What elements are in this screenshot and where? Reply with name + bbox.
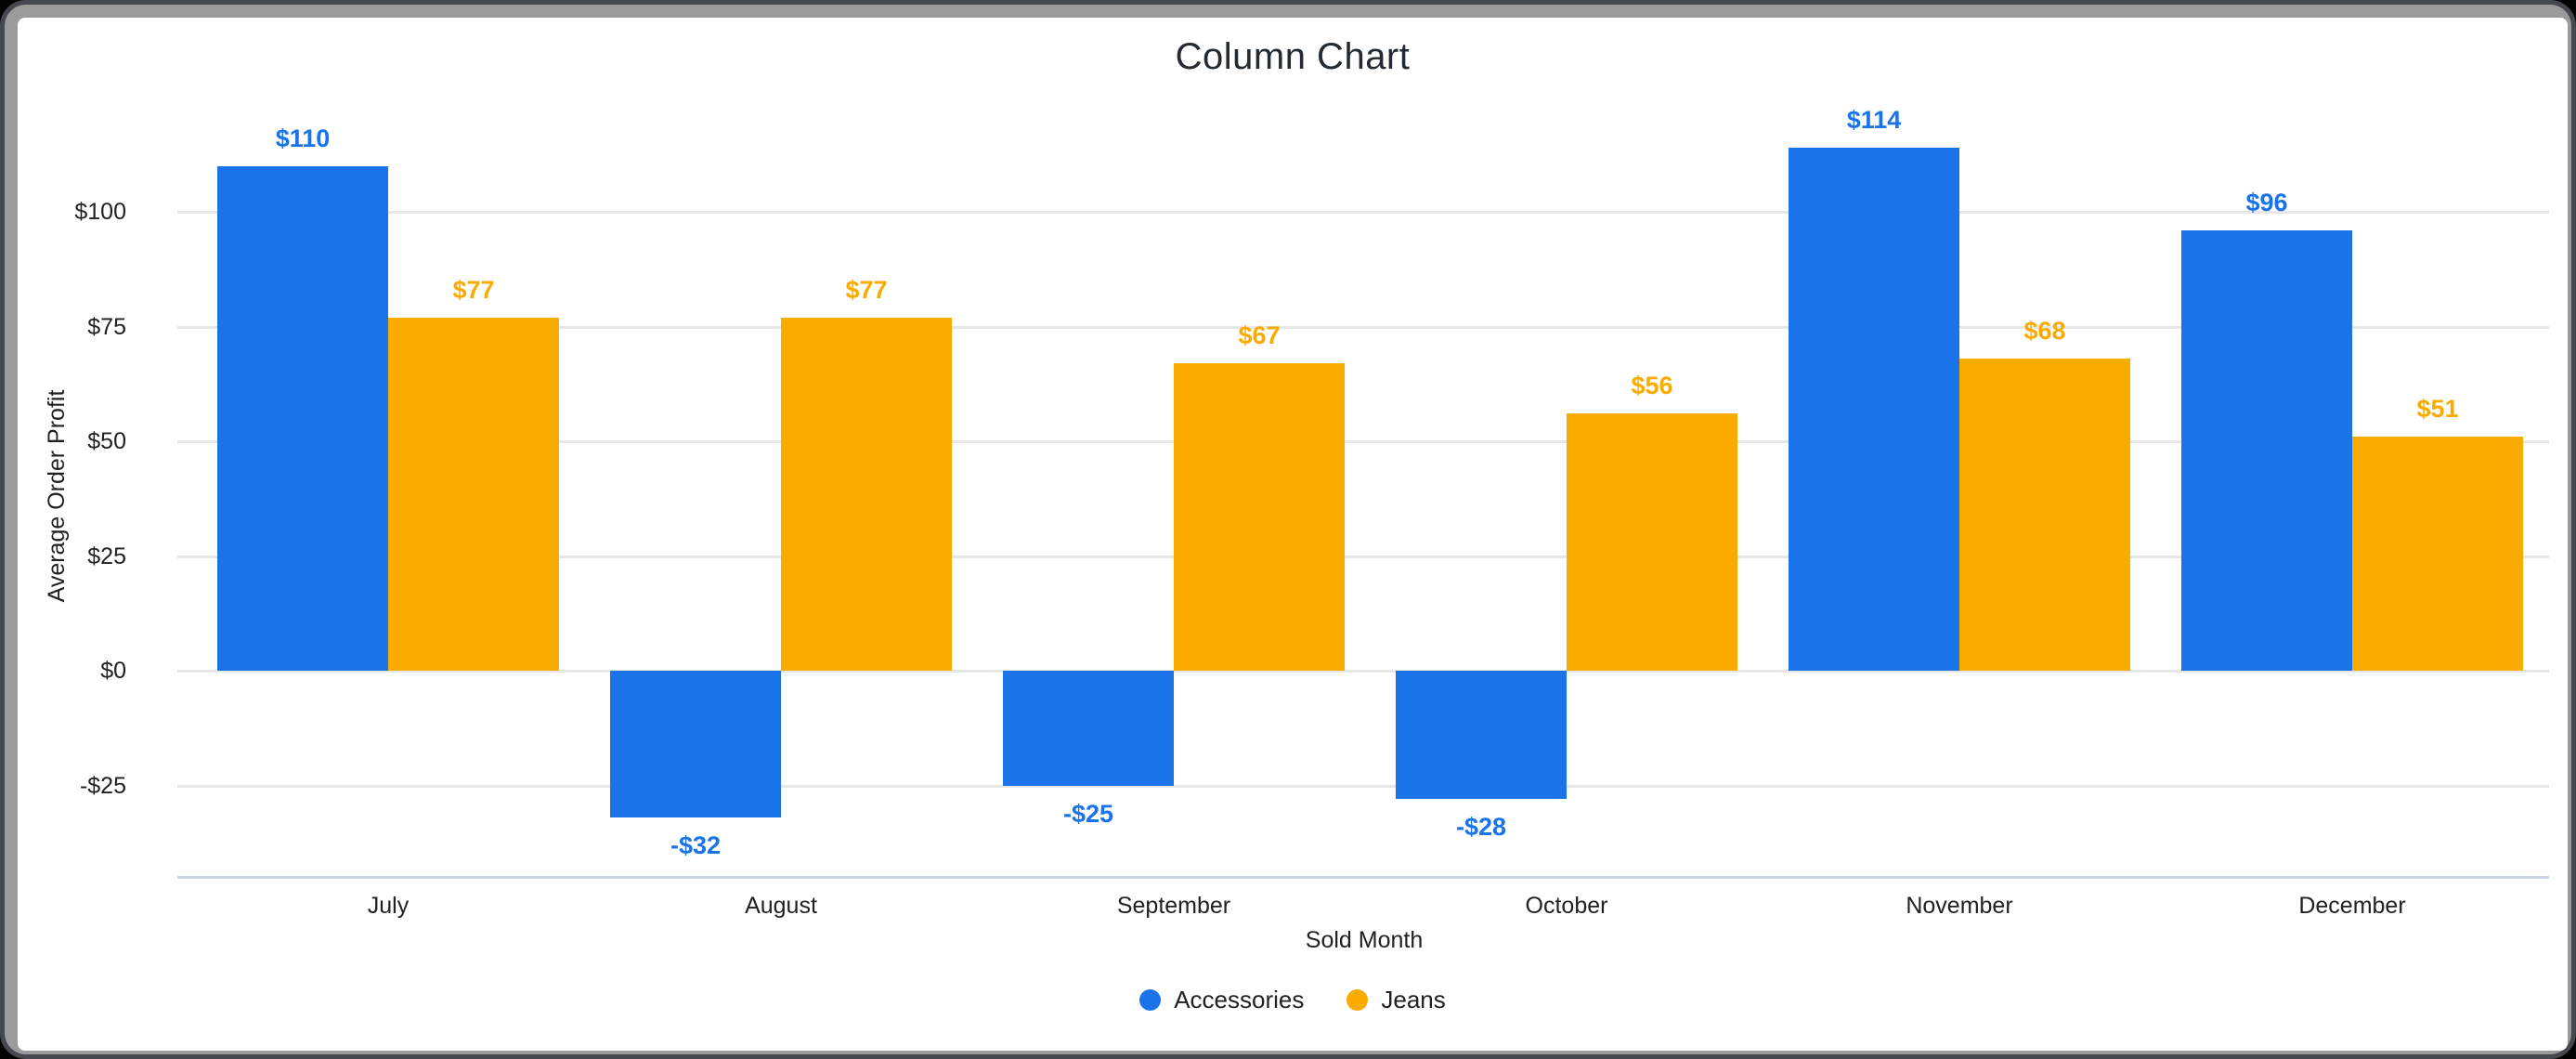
accessories-series-swatch-icon <box>1139 989 1162 1011</box>
x-tick-label-september: September <box>1116 893 1231 919</box>
legend: Accessories Jeans <box>18 986 2568 1014</box>
bar-accessories-december[interactable] <box>2181 230 2352 671</box>
x-tick-label-november: November <box>1906 893 2013 919</box>
y-axis-title: Average Order Profit <box>44 389 70 603</box>
gridline-$100 <box>177 211 2549 214</box>
bar-jeans-november[interactable] <box>1959 359 2130 671</box>
gridline--$25 <box>177 784 2549 788</box>
x-tick-label-october: October <box>1525 893 1608 919</box>
gridline-$25 <box>177 555 2549 558</box>
bar-jeans-july[interactable] <box>388 318 559 671</box>
y-tick-label-$0: $0 <box>100 658 126 684</box>
bar-jeans-december[interactable] <box>2352 437 2523 671</box>
chart-card: Column Chart Average Order Profit Sold M… <box>18 18 2568 1051</box>
value-label-accessories-december: $96 <box>2245 189 2288 216</box>
bar-accessories-september[interactable] <box>1003 671 1174 786</box>
y-tick-label-$75: $75 <box>87 313 126 340</box>
value-label-jeans-november: $68 <box>2023 317 2066 345</box>
y-tick-label-$50: $50 <box>87 428 126 454</box>
legend-item-accessories[interactable]: Accessories <box>1139 986 1304 1014</box>
bar-jeans-september[interactable] <box>1174 363 1345 671</box>
bar-accessories-july[interactable] <box>217 166 388 671</box>
jeans-series-swatch-icon <box>1347 989 1369 1011</box>
gridline-$50 <box>177 440 2549 443</box>
legend-label-accessories: Accessories <box>1174 986 1305 1013</box>
value-label-accessories-july: $110 <box>275 124 331 152</box>
chart-title: Column Chart <box>1175 36 1411 77</box>
bar-accessories-october[interactable] <box>1396 671 1567 799</box>
value-label-accessories-october: -$28 <box>1455 813 1507 841</box>
bar-jeans-august[interactable] <box>781 318 952 671</box>
y-tick-label--$25: -$25 <box>79 772 126 799</box>
x-tick-label-december: December <box>2298 893 2406 919</box>
legend-label-jeans: Jeans <box>1381 986 1446 1013</box>
x-axis-line <box>177 876 2549 879</box>
x-tick-label-july: July <box>367 893 410 919</box>
bar-jeans-october[interactable] <box>1567 413 1737 671</box>
value-label-jeans-july: $77 <box>452 276 495 304</box>
y-tick-label-$100: $100 <box>74 199 126 225</box>
value-label-jeans-september: $67 <box>1238 321 1281 349</box>
gridline-$75 <box>177 325 2549 329</box>
bar-accessories-november[interactable] <box>1789 148 1959 671</box>
value-label-accessories-september: -$25 <box>1062 800 1114 828</box>
gridline-$0 <box>177 670 2549 673</box>
value-label-accessories-november: $114 <box>1846 106 1902 134</box>
value-label-accessories-august: -$32 <box>670 831 722 859</box>
legend-item-jeans[interactable]: Jeans <box>1347 986 1446 1014</box>
y-tick-label-$25: $25 <box>87 543 126 569</box>
value-label-jeans-december: $51 <box>2416 395 2459 423</box>
x-axis-title: Sold Month <box>1305 927 1424 953</box>
x-tick-label-august: August <box>745 893 817 919</box>
bar-accessories-august[interactable] <box>610 671 781 817</box>
value-label-jeans-august: $77 <box>845 276 888 304</box>
value-label-jeans-october: $56 <box>1631 372 1673 399</box>
